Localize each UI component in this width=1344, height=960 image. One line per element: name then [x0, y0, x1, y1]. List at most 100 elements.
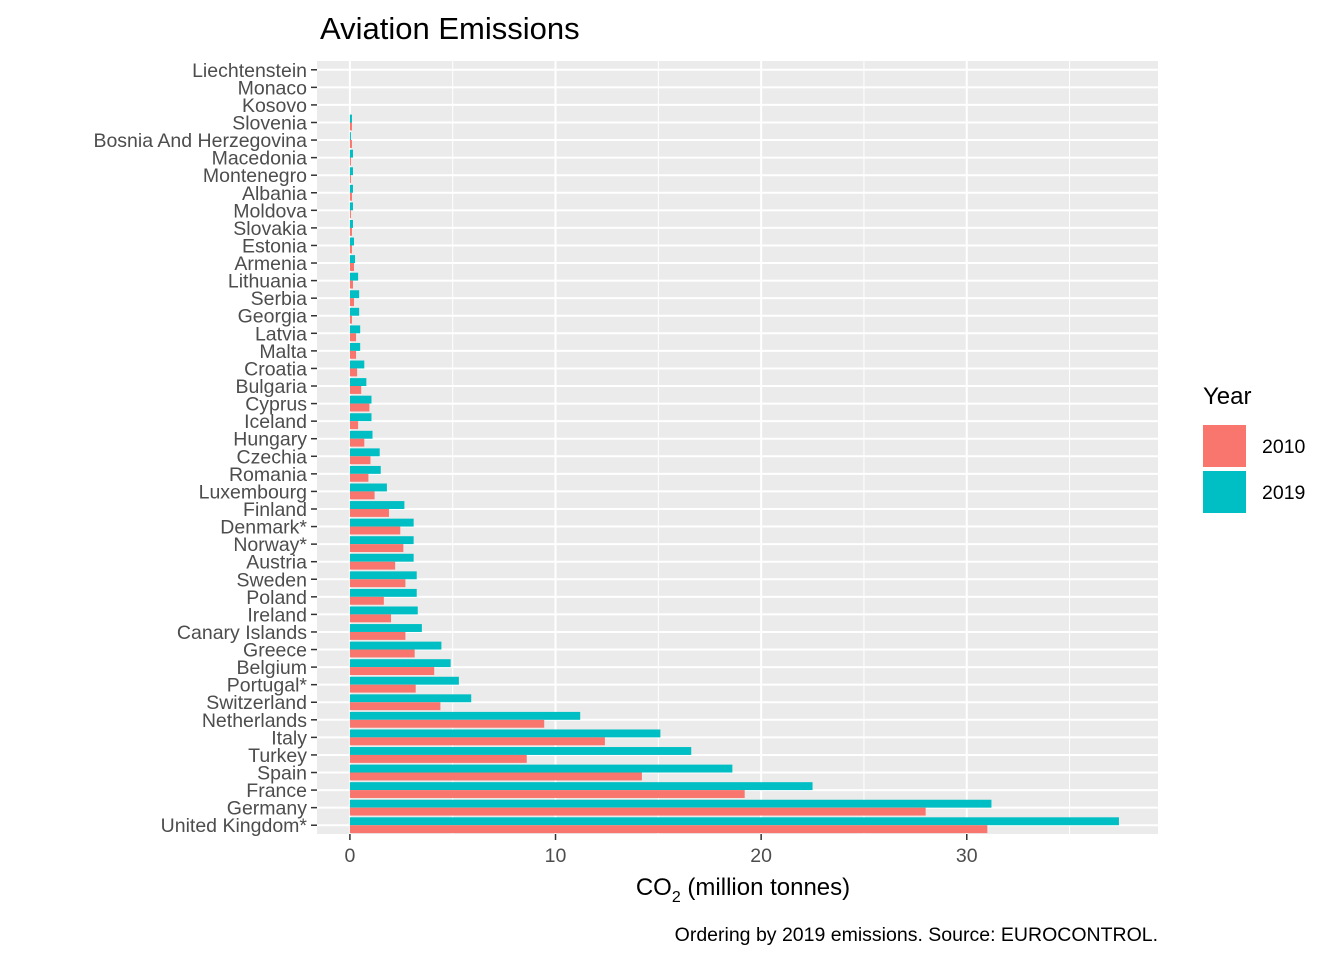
y-tick-label: Ireland	[247, 604, 307, 626]
x-axis-title-subscript: 2	[672, 889, 681, 906]
x-axis-title-rest: (million tonnes)	[681, 874, 850, 901]
legend-key-2019	[1203, 471, 1246, 513]
y-tick-label: Lithuania	[228, 271, 307, 293]
bar-2010	[349, 702, 441, 711]
bar-2019	[349, 641, 442, 650]
y-tick-label: Monaco	[238, 77, 308, 99]
bar-2010	[349, 157, 351, 166]
bar-2019	[349, 237, 355, 246]
bar-2019	[349, 606, 418, 615]
bar-2010	[349, 227, 352, 236]
y-tick-label: Slovenia	[232, 112, 307, 134]
bar-2010	[349, 807, 926, 816]
bar-2019	[349, 413, 372, 422]
x-axis-title: CO2 (million tonnes)	[636, 874, 850, 906]
bar-2010	[349, 368, 358, 377]
bar-2019	[349, 167, 353, 176]
chart-caption: Ordering by 2019 emissions. Source: EURO…	[675, 924, 1158, 946]
bar-2019	[349, 782, 813, 791]
bar-2019	[349, 448, 380, 457]
bar-2019	[349, 360, 365, 369]
bar-2019	[349, 290, 360, 299]
bar-2010	[349, 825, 988, 834]
y-tick-label: Germany	[227, 798, 307, 820]
y-tick-label: Belgium	[237, 657, 307, 679]
bar-2010	[349, 508, 389, 517]
bar-2010	[349, 614, 392, 623]
x-axis-title-main: CO	[636, 874, 672, 901]
bar-2019	[349, 395, 372, 404]
bar-2010	[349, 315, 352, 324]
bar-2010	[349, 473, 369, 482]
bar-2010	[349, 192, 352, 201]
y-tick-label: Poland	[246, 587, 307, 609]
y-tick-label: Slovakia	[233, 218, 307, 240]
bar-2010	[349, 719, 545, 728]
bar-2010	[349, 737, 605, 746]
bar-2019	[349, 518, 414, 527]
y-tick-label: Latvia	[255, 323, 307, 345]
chart-title: Aviation Emissions	[320, 11, 580, 46]
bar-2019	[349, 553, 414, 562]
bar-2010	[349, 561, 396, 570]
legend: Year 2010 2019	[1203, 383, 1306, 513]
y-axis: LiechtensteinMonacoKosovoSloveniaBosnia …	[93, 60, 317, 837]
bar-2019	[349, 307, 360, 316]
x-tick-label: 30	[956, 845, 978, 867]
y-tick-label: Iceland	[244, 411, 307, 433]
bar-2010	[349, 438, 365, 447]
bar-2019	[349, 184, 353, 193]
x-tick-label: 20	[750, 845, 772, 867]
bar-2010	[349, 667, 435, 676]
y-tick-label: Bosnia And Herzegovina	[93, 130, 307, 152]
bar-2019	[349, 430, 373, 439]
y-tick-label: Bulgaria	[235, 376, 307, 398]
bar-2019	[349, 676, 459, 685]
y-tick-label: Albania	[242, 183, 307, 205]
y-tick-label: Luxembourg	[199, 481, 307, 503]
y-tick-label: Cyprus	[245, 394, 307, 416]
bar-2010	[349, 649, 415, 658]
bar-2010	[349, 333, 357, 342]
bar-2010	[349, 790, 745, 798]
y-tick-label: Montenegro	[203, 165, 307, 187]
bar-2019	[349, 501, 405, 509]
y-tick-label: Kosovo	[242, 95, 307, 117]
bar-2019	[349, 536, 414, 545]
bar-2010	[349, 754, 527, 763]
y-tick-label: United Kingdom*	[161, 815, 308, 837]
y-tick-label: Turkey	[248, 745, 307, 767]
bar-2019	[349, 817, 1119, 826]
y-tick-label: Liechtenstein	[192, 60, 307, 82]
legend-key-2010	[1203, 425, 1246, 467]
y-tick-label: Serbia	[251, 288, 308, 310]
y-tick-label: Austria	[246, 552, 307, 574]
y-tick-label: Finland	[243, 499, 307, 521]
bar-2010	[349, 491, 375, 500]
y-tick-label: Malta	[259, 341, 307, 363]
y-tick-label: Hungary	[233, 429, 307, 451]
bar-2010	[349, 298, 355, 307]
bar-2019	[349, 255, 356, 264]
bar-2010	[349, 175, 351, 184]
bar-2010	[349, 140, 352, 148]
legend-label-2019: 2019	[1262, 482, 1305, 504]
y-tick-label: Greece	[243, 640, 307, 662]
bar-2010	[349, 421, 359, 430]
bar-2010	[349, 350, 357, 359]
grid-lines	[317, 61, 1158, 834]
y-tick-label: Denmark*	[220, 517, 307, 539]
y-tick-label: Georgia	[238, 306, 308, 328]
bar-2010	[349, 245, 352, 254]
y-tick-label: France	[246, 780, 307, 802]
legend-title: Year	[1203, 383, 1252, 410]
bar-2019	[349, 659, 451, 668]
y-tick-label: Moldova	[233, 200, 307, 222]
bar-2019	[349, 588, 417, 597]
bar-2019	[349, 483, 387, 492]
y-tick-label: Sweden	[237, 569, 307, 591]
y-tick-label: Estonia	[242, 235, 307, 257]
y-tick-label: Spain	[257, 763, 307, 785]
y-tick-label: Armenia	[234, 253, 307, 275]
